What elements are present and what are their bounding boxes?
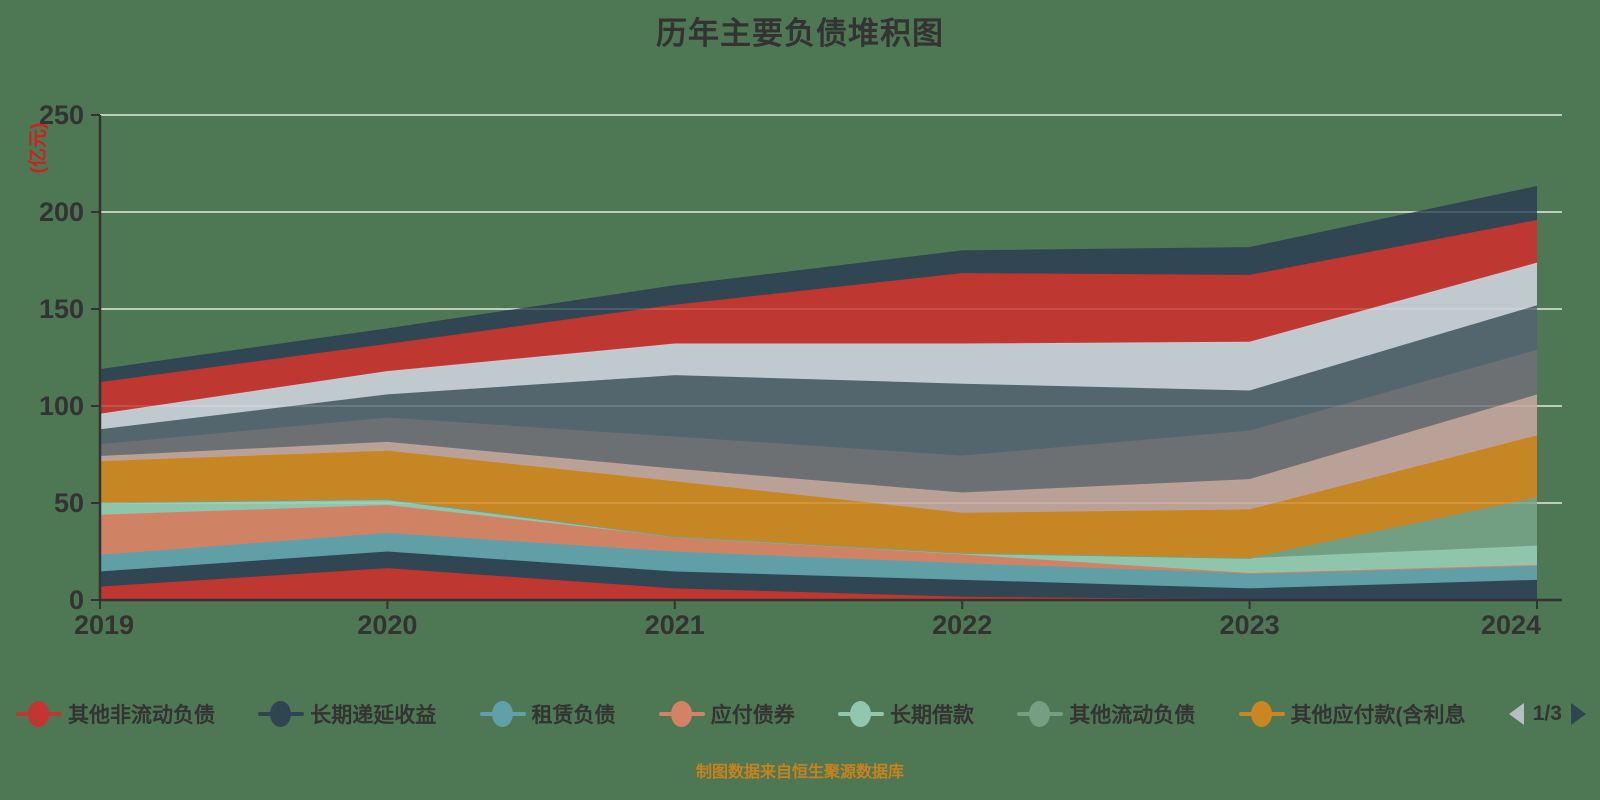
- legend-item-1[interactable]: 其他非流动负债: [16, 699, 215, 729]
- legend: 其他非流动负债 长期递延收益 租赁负债 应付债券 长期借款 其他流动负债 其他应付款(含利息…: [0, 690, 1600, 738]
- legend-line-dot-icon: [658, 699, 705, 729]
- legend-item-label: 其他非流动负债: [68, 704, 215, 727]
- y-tick-label-0: 0: [69, 585, 84, 615]
- page-title: 历年主要负债堆积图: [656, 16, 944, 51]
- legend-prev-icon[interactable]: [1508, 703, 1524, 725]
- x-tick-label-2019: 2019: [74, 610, 134, 640]
- legend-item-label: 长期递延收益: [310, 704, 437, 727]
- legend-item-label: 租赁负债: [531, 704, 616, 727]
- y-tick-label-50: 50: [54, 488, 84, 518]
- legend-line-dot-icon: [1017, 699, 1064, 729]
- legend-item-label: 其他流动负债: [1069, 704, 1196, 727]
- legend-line-dot-icon: [838, 699, 884, 729]
- area-series-4-应付债券[interactable]: [100, 504, 1537, 574]
- legend-item-5[interactable]: 长期借款: [838, 699, 974, 729]
- footer-credit: 制图数据来自恒生聚源数据库: [695, 764, 904, 781]
- legend-page-indicator: 1/3: [1532, 702, 1562, 725]
- y-tick-label-200: 200: [39, 197, 84, 227]
- area-series-10[interactable]: [100, 305, 1537, 456]
- area-series-1-其他非流动负债[interactable]: [100, 568, 1537, 600]
- area-series-3-租赁负债[interactable]: [100, 532, 1537, 589]
- legend-line-dot-icon: [479, 699, 526, 729]
- area-series-11[interactable]: [100, 262, 1537, 430]
- legend-item-label: 应付债券: [710, 704, 795, 727]
- legend-item-label: 长期借款: [890, 704, 974, 727]
- legend-next-icon[interactable]: [1570, 703, 1586, 725]
- x-tick-label-2021: 2021: [645, 610, 705, 640]
- x-tick-label-2024: 2024: [1481, 610, 1541, 640]
- legend-item-7[interactable]: 其他应付款(含利息: [1238, 699, 1466, 729]
- area-series-13[interactable]: [100, 186, 1537, 383]
- legend-item-label: 其他应付款(含利息: [1290, 704, 1466, 727]
- legend-line-dot-icon: [16, 699, 62, 729]
- y-tick-label-100: 100: [39, 391, 84, 421]
- x-tick-label-2022: 2022: [932, 610, 992, 640]
- y-tick-label-250: 250: [39, 100, 84, 130]
- area-series-5-长期借款[interactable]: [100, 500, 1537, 574]
- area-series-2-长期递延收益[interactable]: [100, 551, 1537, 600]
- legend-line-dot-icon: [1238, 699, 1285, 729]
- x-tick-label-2020: 2020: [357, 610, 417, 640]
- line-series-13: [99, 185, 1538, 372]
- legend-item-4[interactable]: 应付债券: [658, 699, 795, 729]
- area-series-9[interactable]: [100, 349, 1537, 493]
- area-series-12[interactable]: [100, 219, 1537, 414]
- x-tick-label-2023: 2023: [1220, 610, 1280, 640]
- y-tick-label-150: 150: [39, 294, 84, 324]
- legend-item-2[interactable]: 长期递延收益: [258, 699, 436, 729]
- legend-line-dot-icon: [258, 699, 305, 729]
- legend-item-3[interactable]: 租赁负债: [479, 699, 616, 729]
- area-series-7-其他应付款(含利息[interactable]: [100, 435, 1537, 558]
- legend-item-6[interactable]: 其他流动负债: [1017, 699, 1195, 729]
- legend-pager: 1/3: [1508, 702, 1586, 726]
- y-axis-unit-label: (亿元): [26, 123, 49, 174]
